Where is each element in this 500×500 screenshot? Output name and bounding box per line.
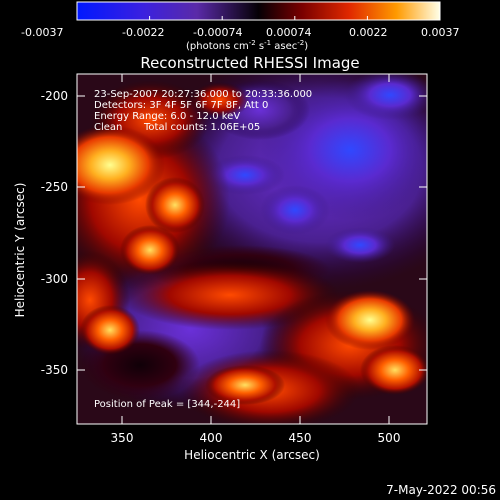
y-tick-label: -200: [41, 89, 68, 103]
y-tick-label: -250: [41, 180, 68, 194]
colorbar-tick-label: 0.0037: [421, 26, 460, 39]
time-range-text: 23-Sep-2007 20:27:36.000 to 20:33:36.000: [94, 89, 312, 100]
energy-range-text: Energy Range: 6.0 - 12.0 keV: [94, 111, 240, 122]
y-axis-label: Heliocentric Y (arcsec): [13, 183, 27, 318]
colorbar-tick-label: 0.0022: [349, 26, 388, 39]
plot-frame: [76, 73, 428, 425]
peak-position-text: Position of Peak = [344,-244]: [94, 399, 240, 410]
y-tick-label: -350: [41, 363, 68, 377]
x-axis-label: Heliocentric X (arcsec): [184, 448, 320, 462]
x-tick-label: 500: [378, 431, 401, 445]
detectors-text: Detectors: 3F 4F 5F 6F 7F 8F, Att 0: [94, 100, 268, 111]
x-tick-label: 350: [111, 431, 134, 445]
colorbar-tick-label: -0.00074: [193, 26, 242, 39]
colorbar-tick-label: -0.0037: [21, 26, 63, 39]
total-counts-text: Total counts: 1.06E+05: [143, 122, 260, 133]
plot-title: Reconstructed RHESSI Image: [140, 54, 359, 72]
x-tick-label: 400: [200, 431, 223, 445]
footer-timestamp: 7-May-2022 00:56: [386, 483, 496, 497]
colorbar-units: (photons cm-2 s-1 asec-2): [186, 39, 308, 52]
colorbar-gradient: [76, 1, 441, 21]
algorithm-text: Clean: [94, 122, 122, 133]
x-tick-label: 450: [289, 431, 312, 445]
y-tick-label: -300: [41, 272, 68, 286]
colorbar-tick-label: 0.00074: [266, 26, 312, 39]
y-axis-ticks: [77, 95, 427, 371]
rhessi-image: [77, 74, 427, 424]
colorbar-tick-label: -0.0022: [122, 26, 164, 39]
x-axis-ticks: [121, 74, 390, 424]
colorbar: -0.0037 -0.0022 -0.00074 0.00074 0.0022 …: [21, 1, 460, 52]
